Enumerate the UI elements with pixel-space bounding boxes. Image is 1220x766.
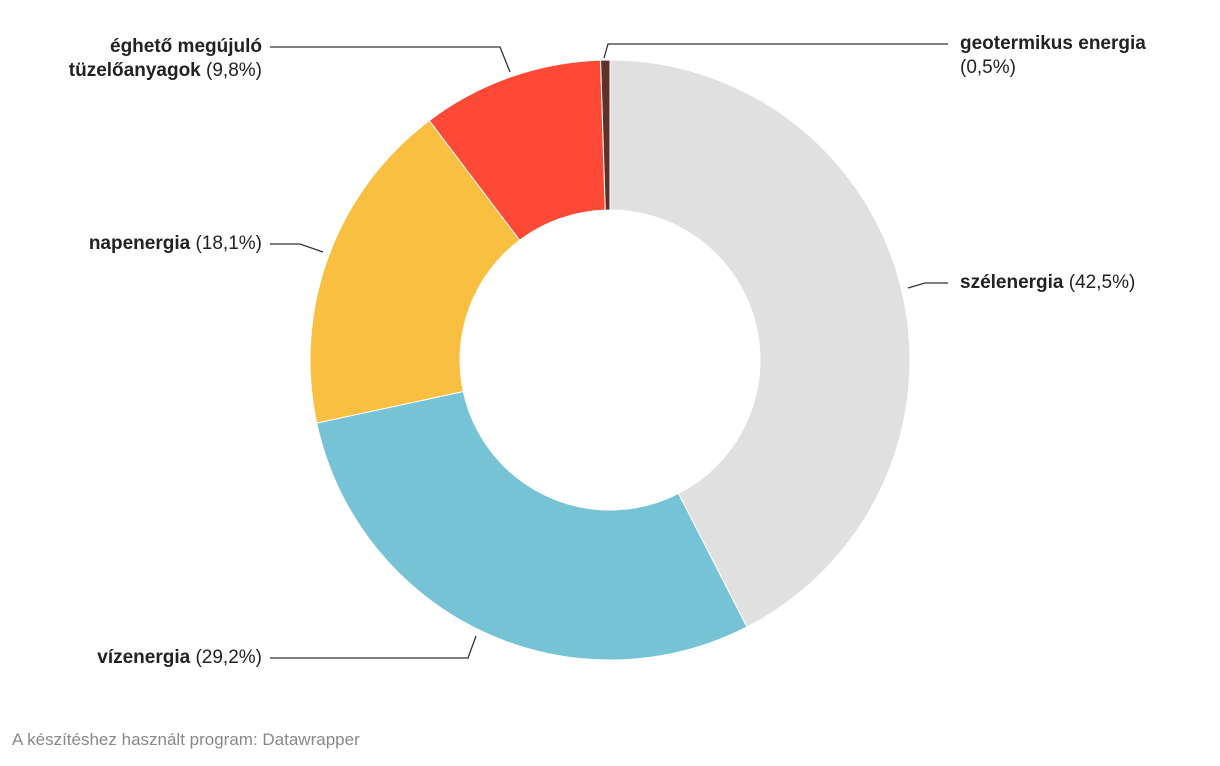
slice-label: szélenergia (42,5%) bbox=[960, 271, 1210, 295]
value-label: (42,5%) bbox=[1068, 272, 1136, 293]
source-note: A készítéshez használt program: Datawrap… bbox=[12, 730, 360, 749]
category-label: napenergia bbox=[88, 233, 191, 254]
donut-slice bbox=[609, 59, 911, 628]
donut-slice bbox=[316, 390, 748, 661]
category-label: vízenergia bbox=[97, 647, 191, 668]
category-label: szélenergia bbox=[960, 272, 1064, 293]
slice-label: vízenergia (29,2%) bbox=[12, 646, 262, 670]
category-label: geotermikus energia bbox=[960, 33, 1146, 54]
donut-slice bbox=[309, 119, 521, 424]
value-label: (0,5%) bbox=[960, 57, 1016, 78]
category-label: éghető megújuló tüzelőanyagok bbox=[68, 36, 262, 81]
leader-line bbox=[270, 243, 324, 253]
slice-label: napenergia (18,1%) bbox=[12, 232, 262, 256]
slice-label: éghető megújuló tüzelőanyagok (9,8%) bbox=[22, 35, 262, 83]
leader-line bbox=[270, 46, 511, 73]
value-label: (18,1%) bbox=[195, 233, 262, 254]
donut-slice bbox=[600, 59, 611, 211]
leader-line bbox=[603, 43, 948, 59]
slice-label: geotermikus energia (0,5%) bbox=[960, 32, 1190, 80]
leader-line bbox=[907, 282, 948, 289]
leader-line bbox=[270, 635, 477, 659]
value-label: (29,2%) bbox=[195, 647, 262, 668]
value-label: (9,8%) bbox=[206, 60, 262, 81]
